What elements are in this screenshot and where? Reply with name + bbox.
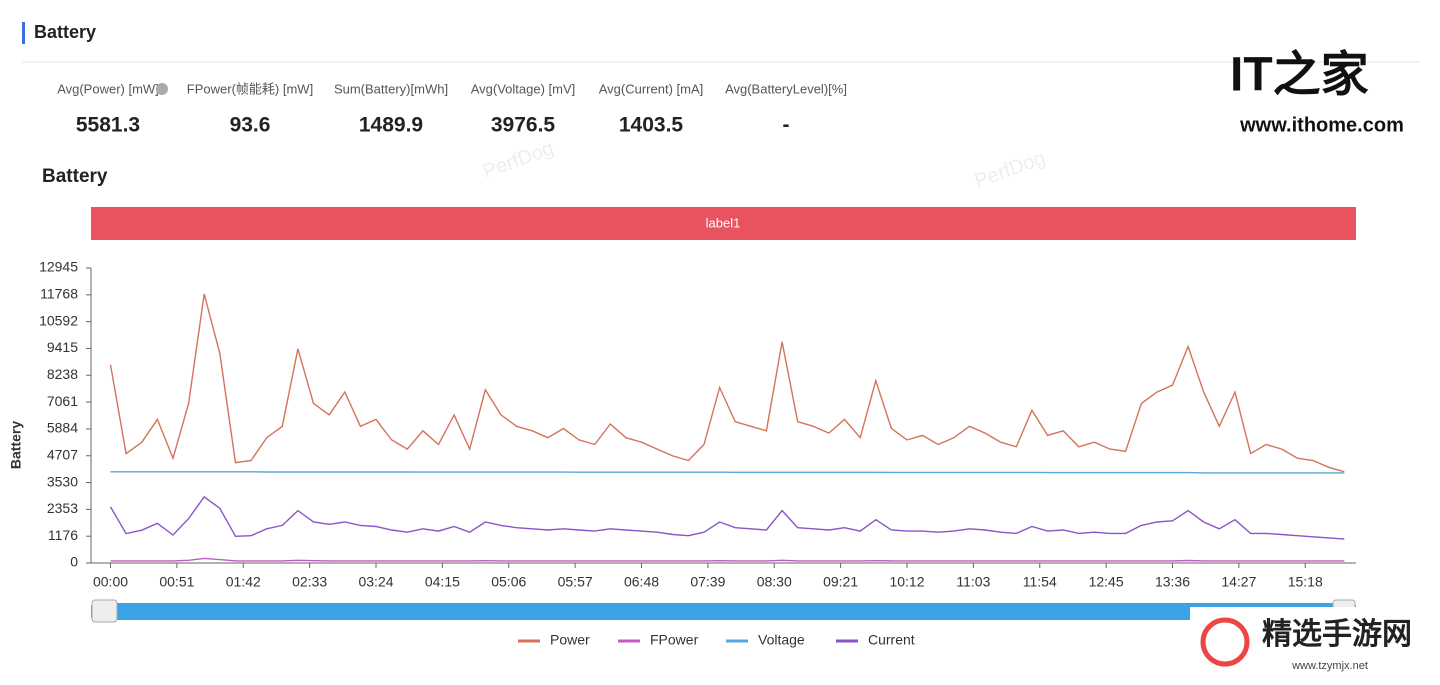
stat-label: Avg(Voltage) [mV]	[471, 81, 576, 96]
series-line	[110, 471, 1345, 474]
header-title: Battery	[34, 22, 96, 42]
x-tick-label: 11:54	[1023, 574, 1057, 590]
plot: 0 1176 2353 3530 4707 5884 7061 8238 9415 10592 11…	[39, 259, 1356, 590]
chart-title: Battery	[42, 166, 108, 187]
legend-label: Current	[868, 632, 915, 648]
series-line	[110, 557, 1345, 562]
zoom-slider[interactable]	[91, 603, 1356, 620]
y-tick-label: 3530	[47, 473, 78, 489]
stat-label: Avg(Current) [mA]	[599, 81, 704, 96]
x-tick-label: 15:18	[1288, 574, 1323, 590]
watermark-site-logo: 精选手游网	[1262, 618, 1412, 651]
stat-value: 1489.9	[359, 114, 423, 137]
slider-handle-left[interactable]	[91, 599, 118, 623]
watermark-ithome-url: www.ithome.com	[1239, 114, 1404, 136]
stat-label: Sum(Battery)[mWh]	[334, 81, 448, 96]
x-tick-label: 09:21	[823, 574, 858, 590]
x-tick-label: 04:15	[425, 574, 460, 590]
stat-value: 5581.3	[76, 114, 140, 137]
y-tick-label: 11768	[40, 286, 78, 302]
y-tick-label: 5884	[47, 420, 78, 436]
stat-value: -	[783, 114, 790, 137]
x-tick-label: 10:12	[889, 574, 924, 590]
x-tick-label: 08:30	[757, 574, 792, 590]
y-tick-label: 4707	[47, 446, 78, 462]
watermark-site-url: www.tzymjx.net	[1291, 660, 1368, 672]
x-tick-label: 00:51	[159, 574, 194, 590]
x-tick-label: 12:45	[1089, 574, 1124, 590]
y-tick-label: 9415	[47, 339, 78, 355]
y-tick-label: 8238	[47, 366, 78, 382]
legend-label: Voltage	[758, 632, 805, 648]
stat-value: 1403.5	[619, 114, 684, 137]
stat-value: 3976.5	[491, 114, 556, 137]
series-line	[109, 495, 1345, 540]
x-tick-label: 06:48	[624, 574, 659, 590]
y-tick-label: 2353	[47, 500, 78, 516]
x-tick-label: 05:06	[491, 574, 526, 590]
watermark-ithome-logo: IT之家	[1230, 49, 1369, 102]
x-tick-label: 07:39	[690, 574, 725, 590]
x-tick-label: 05:57	[558, 574, 593, 590]
y-axis-label: Battery	[8, 421, 24, 469]
y-tick-label: 0	[70, 554, 78, 570]
y-tick-label: 7061	[47, 393, 78, 409]
y-tick-label: 1176	[48, 527, 78, 543]
x-tick-label: 14:27	[1221, 574, 1256, 590]
info-icon	[156, 83, 168, 95]
stat-label: Avg(BatteryLevel)[%]	[725, 81, 847, 96]
legend: Power FPower Voltage Current	[518, 632, 915, 648]
label-band-text: label1	[706, 215, 741, 230]
header-accent	[22, 22, 25, 44]
stats-row: Avg(Power) [mW] 5581.3 FPower(帧能耗) [mW] 93.…	[57, 81, 847, 136]
legend-label: Power	[550, 632, 590, 648]
y-tick-label: 12945	[39, 259, 78, 275]
stat-label: Avg(Power) [mW]	[57, 81, 159, 96]
label-band	[91, 207, 1356, 240]
x-tick-label: 11:03	[956, 574, 990, 590]
legend-label: FPower	[650, 632, 699, 648]
x-tick-label: 00:00	[93, 574, 128, 590]
x-tick-label: 03:24	[358, 574, 393, 590]
series-line	[109, 293, 1345, 473]
site-icon	[1200, 617, 1250, 667]
stat-label: FPower(帧能耗) [mW]	[187, 81, 313, 96]
y-tick-label: 10592	[39, 312, 78, 328]
x-tick-label: 01:42	[226, 574, 261, 590]
x-tick-label: 02:33	[292, 574, 327, 590]
x-tick-label: 13:36	[1155, 574, 1190, 590]
stat-value: 93.6	[230, 114, 271, 137]
